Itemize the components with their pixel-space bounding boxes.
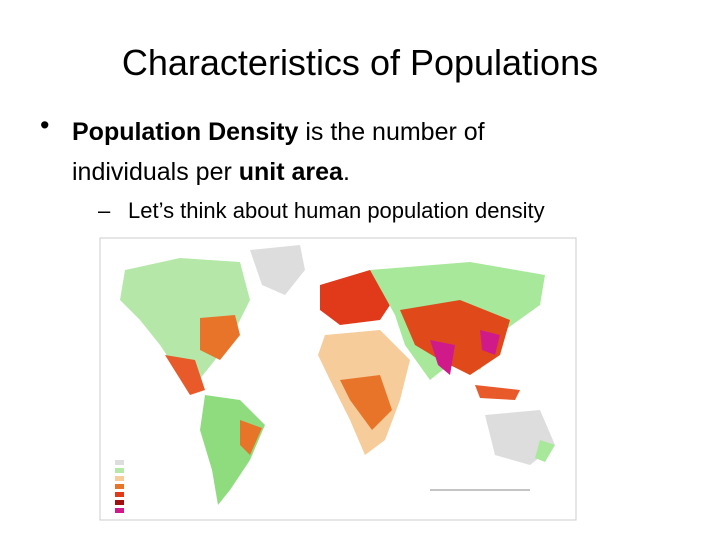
text-run: .: [342, 158, 350, 186]
bullet-text: Population Density is the number of indi…: [72, 112, 572, 192]
text-run: is the number of individuals per: [72, 118, 485, 186]
density: [240, 420, 262, 455]
legend-swatch: [115, 500, 124, 505]
density: [340, 375, 392, 430]
density: [320, 270, 400, 325]
density: [200, 315, 240, 360]
density: [480, 330, 500, 355]
land: [370, 262, 545, 380]
legend-swatch: [115, 460, 124, 465]
land: [250, 245, 305, 295]
text-run: Let’s think about human population densi…: [128, 198, 545, 223]
map-frame: [99, 237, 577, 521]
density: [430, 340, 455, 375]
density: [400, 300, 510, 375]
sub-bullet-marker: –: [98, 198, 111, 223]
density: [475, 385, 520, 400]
legend-swatch: [115, 484, 124, 489]
land: [485, 410, 555, 465]
text-run: unit area: [238, 158, 343, 186]
land: [318, 330, 410, 455]
slide-title: Characteristics of Populations: [121, 42, 599, 83]
map-legend: [115, 460, 530, 513]
land: [120, 258, 250, 385]
legend-swatch: [115, 476, 124, 481]
legend-swatch: [115, 508, 124, 513]
sub-bullet-text: Let’s think about human population densi…: [128, 198, 545, 224]
density: [165, 355, 205, 395]
legend-swatch: [115, 468, 124, 473]
legend-swatch: [115, 492, 124, 497]
text-run: Population Density: [72, 118, 299, 146]
world-map: [120, 245, 555, 505]
bullet-marker: •: [40, 110, 50, 140]
land: [535, 440, 555, 462]
land: [200, 395, 265, 505]
